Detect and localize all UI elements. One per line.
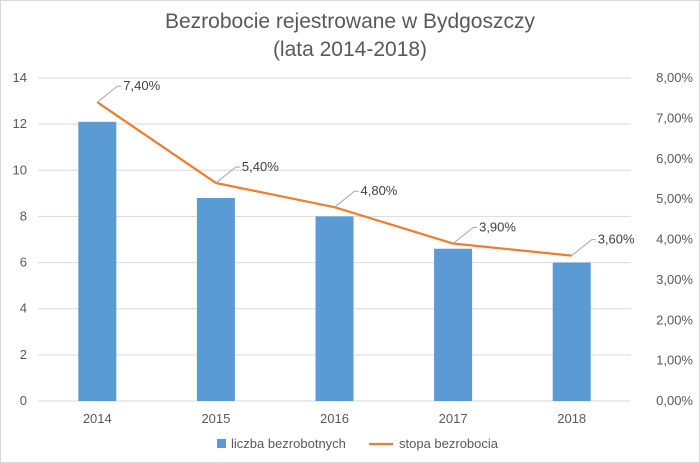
rate-data-label: 7,40% [123, 78, 160, 93]
y-right-tick-label: 7,00% [656, 110, 693, 125]
data-labels: 7,40% 5,40% 4,80% 3,90% 3,60% [96, 78, 635, 257]
y-left-tick-label: 10 [13, 162, 27, 177]
y-right-tick-label: 1,00% [656, 353, 693, 368]
axes: 0 2 4 6 8 10 12 14 0,00% 1,00% 2,00% 3,00% 4,00% 5,00… [13, 70, 694, 426]
x-tick-label: 2014 [83, 411, 112, 426]
legend-bar-label: liczba bezrobotnych [231, 436, 346, 451]
x-tick-label: 2016 [320, 411, 349, 426]
y-right-tick-label: 5,00% [656, 191, 693, 206]
y-left-tick-label: 6 [20, 255, 27, 270]
bar-2014 [78, 121, 117, 401]
y-right-tick-label: 0,00% [656, 393, 693, 408]
chart-title: Bezrobocie rejestrowane w Bydgoszczy [165, 10, 536, 33]
y-left-tick-label: 2 [20, 347, 27, 362]
y-left-tick-label: 0 [20, 393, 27, 408]
rate-data-label: 3,90% [479, 220, 516, 235]
y-right-tick-label: 4,00% [656, 232, 693, 247]
label-leader-line [96, 85, 122, 103]
legend: liczba bezrobotnych stopa bezrobocia [217, 436, 499, 451]
rate-data-label: 4,80% [361, 183, 398, 198]
y-left-tick-label: 8 [20, 208, 27, 223]
label-leader-line [215, 166, 240, 184]
label-leader-line [334, 190, 359, 208]
bar-2017 [434, 248, 473, 401]
x-tick-label: 2017 [439, 411, 468, 426]
chart-subtitle: (lata 2014-2018) [273, 38, 427, 61]
x-tick-label: 2015 [201, 411, 230, 426]
y-right-tick-label: 8,00% [656, 70, 693, 85]
bar-2015 [196, 197, 235, 401]
y-left-tick-label: 4 [20, 301, 27, 316]
y-left-tick-label: 12 [13, 116, 27, 131]
rate-data-label: 5,40% [242, 159, 279, 174]
rate-data-label: 3,60% [598, 232, 635, 247]
y-right-tick-label: 2,00% [656, 312, 693, 327]
x-tick-label: 2018 [557, 411, 586, 426]
y-right-tick-label: 3,00% [656, 272, 693, 287]
bar-2016 [315, 216, 354, 401]
bar-series [78, 121, 591, 401]
label-leader-line [571, 239, 596, 257]
y-right-tick-label: 6,00% [656, 151, 693, 166]
bar-2018 [552, 262, 591, 401]
y-left-tick-label: 14 [13, 70, 27, 85]
legend-line-label: stopa bezrobocia [399, 436, 499, 451]
label-leader-line [452, 227, 478, 244]
legend-bar-swatch [217, 439, 226, 448]
